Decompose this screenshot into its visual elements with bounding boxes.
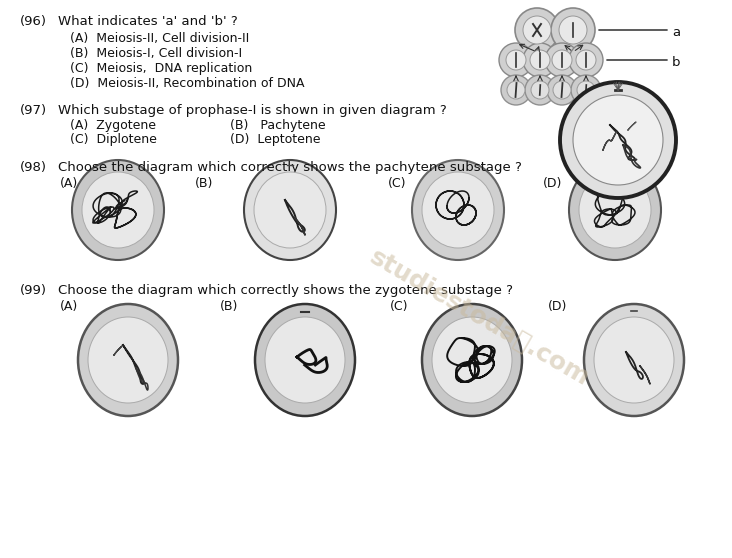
Text: studiestodaᶏ.com: studiestodaᶏ.com	[366, 245, 594, 391]
Text: (D): (D)	[543, 177, 562, 190]
Text: (B)  Meiosis-I, Cell division-I: (B) Meiosis-I, Cell division-I	[70, 47, 242, 60]
Text: (96): (96)	[20, 15, 47, 28]
Ellipse shape	[412, 160, 504, 260]
Text: (C): (C)	[388, 177, 406, 190]
Ellipse shape	[255, 304, 355, 416]
Text: a: a	[672, 26, 680, 39]
Text: (A): (A)	[60, 300, 78, 313]
Circle shape	[525, 75, 555, 105]
Text: Choose the diagram which correctly shows the zygotene substage ?: Choose the diagram which correctly shows…	[58, 284, 513, 297]
Circle shape	[530, 50, 550, 70]
Text: (C)  Diplotene: (C) Diplotene	[70, 133, 157, 146]
Text: (97): (97)	[20, 104, 47, 117]
Ellipse shape	[254, 172, 326, 248]
Ellipse shape	[579, 172, 651, 248]
Text: b: b	[672, 56, 681, 69]
Circle shape	[523, 16, 551, 44]
Circle shape	[499, 43, 533, 77]
Ellipse shape	[584, 304, 684, 416]
Circle shape	[515, 8, 559, 52]
Text: (98): (98)	[20, 161, 47, 174]
Circle shape	[531, 81, 549, 99]
Text: Which substage of prophase-I is shown in given diagram ?: Which substage of prophase-I is shown in…	[58, 104, 447, 117]
Ellipse shape	[422, 304, 522, 416]
Circle shape	[573, 95, 663, 185]
Ellipse shape	[569, 160, 661, 260]
Ellipse shape	[82, 172, 154, 248]
Circle shape	[559, 16, 587, 44]
Circle shape	[560, 82, 676, 198]
Text: (B): (B)	[195, 177, 213, 190]
Circle shape	[523, 43, 557, 77]
Text: What indicates 'a' and 'b' ?: What indicates 'a' and 'b' ?	[58, 15, 238, 28]
Circle shape	[571, 75, 601, 105]
Circle shape	[552, 50, 572, 70]
Circle shape	[569, 43, 603, 77]
Ellipse shape	[88, 317, 168, 403]
Ellipse shape	[422, 172, 494, 248]
Circle shape	[547, 75, 577, 105]
Text: (99): (99)	[20, 284, 47, 297]
Text: Choose the diagram which correctly shows the pachytene substage ?: Choose the diagram which correctly shows…	[58, 161, 522, 174]
Text: (A)  Zygotene: (A) Zygotene	[70, 119, 156, 132]
Circle shape	[506, 50, 526, 70]
Text: (D)  Leptotene: (D) Leptotene	[230, 133, 321, 146]
Text: (C): (C)	[390, 300, 408, 313]
Text: (B): (B)	[220, 300, 239, 313]
Circle shape	[551, 8, 595, 52]
Ellipse shape	[265, 317, 345, 403]
Text: (A): (A)	[60, 177, 78, 190]
Circle shape	[507, 81, 525, 99]
Ellipse shape	[78, 304, 178, 416]
Ellipse shape	[244, 160, 336, 260]
Text: (D): (D)	[548, 300, 567, 313]
Text: (C)  Meiosis,  DNA replication: (C) Meiosis, DNA replication	[70, 62, 253, 75]
Ellipse shape	[432, 317, 512, 403]
Text: (A)  Meiosis-II, Cell division-II: (A) Meiosis-II, Cell division-II	[70, 32, 250, 45]
Circle shape	[553, 81, 571, 99]
Circle shape	[577, 81, 595, 99]
Ellipse shape	[72, 160, 164, 260]
Ellipse shape	[594, 317, 674, 403]
Circle shape	[545, 43, 579, 77]
Text: (D)  Meiosis-II, Recombination of DNA: (D) Meiosis-II, Recombination of DNA	[70, 77, 305, 90]
Circle shape	[576, 50, 596, 70]
Text: (B)   Pachytene: (B) Pachytene	[230, 119, 326, 132]
Circle shape	[501, 75, 531, 105]
